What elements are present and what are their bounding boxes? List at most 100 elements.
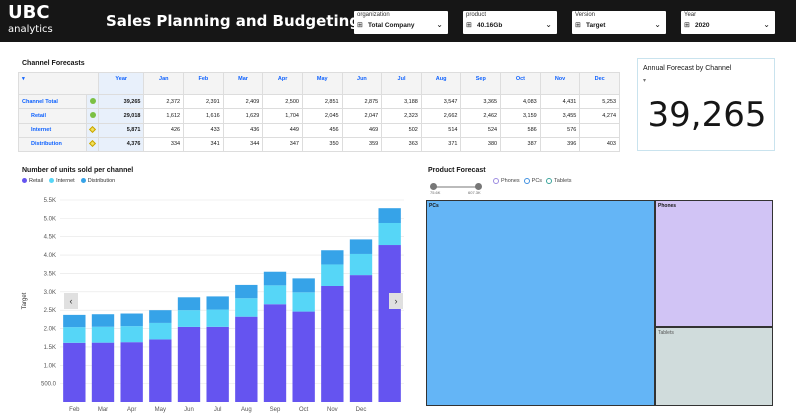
table-cell[interactable]: 3,365	[460, 94, 502, 110]
table-cell[interactable]: 4,274	[579, 108, 620, 124]
treemap-tile-pcs[interactable]: PCs	[426, 200, 655, 406]
table-cell[interactable]: 5,253	[579, 94, 620, 110]
bar-retail[interactable]	[235, 316, 258, 402]
table-cell[interactable]: 1,704	[262, 108, 303, 124]
row-label[interactable]: Channel Total	[18, 94, 87, 110]
table-cell[interactable]: 4,376	[97, 136, 145, 153]
table-cell[interactable]: 341	[183, 136, 224, 153]
row-label[interactable]: Retail	[18, 108, 87, 124]
table-cell[interactable]: 1,629	[222, 108, 264, 124]
column-header[interactable]: Sep	[460, 71, 502, 96]
legend-item[interactable]: Phones	[493, 178, 520, 184]
bar-internet[interactable]	[321, 264, 344, 286]
treemap-legend[interactable]: Phones PCs Tablets	[493, 178, 575, 184]
table-cell[interactable]: 347	[262, 136, 303, 153]
table-cell[interactable]: 4,431	[539, 94, 581, 110]
row-label[interactable]: Distribution	[18, 136, 87, 153]
product-filter[interactable]: product ⊞ 40.16Gb ⌄	[463, 11, 557, 34]
table-cell[interactable]: 2,323	[381, 108, 422, 124]
column-header[interactable]: Aug	[420, 71, 462, 96]
filter-icon[interactable]: ▾	[643, 78, 647, 84]
bar-internet[interactable]	[235, 298, 258, 317]
table-cell[interactable]: 586	[500, 122, 541, 138]
legend-item[interactable]: PCs	[523, 178, 542, 184]
bar-chart-legend[interactable]: Retail Internet Distribution	[22, 178, 121, 184]
bar-internet[interactable]	[349, 253, 373, 276]
year-filter[interactable]: Year ⊞ 2020 ⌄	[681, 11, 775, 34]
column-header[interactable]: Feb	[183, 71, 224, 96]
grid-corner[interactable]: ▾	[18, 71, 99, 96]
bar-distribution[interactable]	[177, 297, 201, 311]
bar-distribution[interactable]	[378, 208, 401, 223]
bar-internet[interactable]	[263, 285, 287, 305]
legend-item[interactable]: Retail	[22, 178, 43, 184]
table-cell[interactable]: 1,612	[143, 108, 185, 124]
treemap-tile-phones[interactable]: Phones	[655, 200, 773, 327]
column-header[interactable]: Dec	[579, 71, 620, 96]
table-cell[interactable]: 2,372	[143, 94, 185, 110]
bar-retail[interactable]	[349, 275, 373, 402]
table-cell[interactable]: 426	[143, 122, 185, 138]
channel-forecasts-grid[interactable]: ▾ Year Jan Feb Mar Apr May Jun Jul Aug Sep Oct Nov De…	[18, 71, 620, 153]
value-range-slider[interactable]: 75.6K 607.3K	[430, 183, 488, 195]
table-cell[interactable]: 4,083	[500, 94, 541, 110]
bar-distribution[interactable]	[149, 310, 172, 323]
table-cell[interactable]: 2,500	[262, 94, 303, 110]
table-cell[interactable]: 3,159	[500, 108, 541, 124]
table-cell[interactable]: 3,547	[420, 94, 462, 110]
bar-retail[interactable]	[91, 342, 115, 402]
bar-retail[interactable]	[263, 304, 287, 402]
row-label[interactable]: Internet	[18, 122, 87, 138]
table-cell[interactable]: 380	[460, 136, 502, 153]
bar-internet[interactable]	[206, 309, 229, 327]
table-cell[interactable]: 524	[460, 122, 502, 138]
version-filter[interactable]: Version ⊞ Target ⌄	[572, 11, 666, 34]
table-cell[interactable]: 350	[301, 136, 343, 153]
column-header[interactable]: Oct	[500, 71, 541, 96]
column-header[interactable]: Jan	[143, 71, 185, 96]
table-cell[interactable]: 2,047	[341, 108, 383, 124]
table-cell[interactable]: 502	[381, 122, 422, 138]
bar-distribution[interactable]	[349, 239, 373, 254]
bar-internet[interactable]	[177, 310, 201, 327]
table-cell[interactable]: 371	[420, 136, 462, 153]
table-cell[interactable]: 359	[341, 136, 383, 153]
table-cell[interactable]: 469	[341, 122, 383, 138]
column-header[interactable]: Jul	[381, 71, 422, 96]
bar-distribution[interactable]	[206, 296, 229, 310]
column-header[interactable]: Nov	[539, 71, 581, 96]
slider-min-handle[interactable]	[430, 183, 437, 190]
bar-distribution[interactable]	[263, 271, 287, 286]
table-cell[interactable]: 514	[420, 122, 462, 138]
table-cell[interactable]: 2,409	[222, 94, 264, 110]
table-cell[interactable]: 29,018	[97, 108, 145, 124]
slider-max-handle[interactable]	[475, 183, 482, 190]
scroll-right-button[interactable]: ›	[389, 293, 403, 309]
legend-item[interactable]: Distribution	[80, 178, 115, 184]
treemap-tile-tablets[interactable]: Tablets	[655, 327, 773, 406]
bar-retail[interactable]	[378, 245, 401, 402]
bar-internet[interactable]	[292, 292, 315, 312]
table-cell[interactable]: 363	[381, 136, 422, 153]
bar-retail[interactable]	[321, 285, 344, 402]
table-cell[interactable]: 39,265	[97, 94, 145, 110]
bar-retail[interactable]	[292, 311, 315, 402]
table-cell[interactable]: 456	[301, 122, 343, 138]
bar-internet[interactable]	[149, 322, 172, 340]
table-cell[interactable]: 2,462	[460, 108, 502, 124]
bar-retail[interactable]	[120, 342, 143, 402]
table-cell[interactable]	[579, 122, 620, 138]
bar-distribution[interactable]	[63, 314, 86, 328]
table-cell[interactable]: 2,391	[183, 94, 224, 110]
table-cell[interactable]: 3,188	[381, 94, 422, 110]
table-cell[interactable]: 433	[183, 122, 224, 138]
table-cell[interactable]: 2,875	[341, 94, 383, 110]
column-header[interactable]: Apr	[262, 71, 303, 96]
table-cell[interactable]: 3,455	[539, 108, 581, 124]
table-cell[interactable]: 5,871	[97, 122, 145, 138]
table-cell[interactable]: 436	[222, 122, 264, 138]
bar-retail[interactable]	[149, 339, 172, 402]
bar-distribution[interactable]	[235, 284, 258, 299]
bar-internet[interactable]	[91, 326, 115, 343]
table-cell[interactable]: 344	[222, 136, 264, 153]
